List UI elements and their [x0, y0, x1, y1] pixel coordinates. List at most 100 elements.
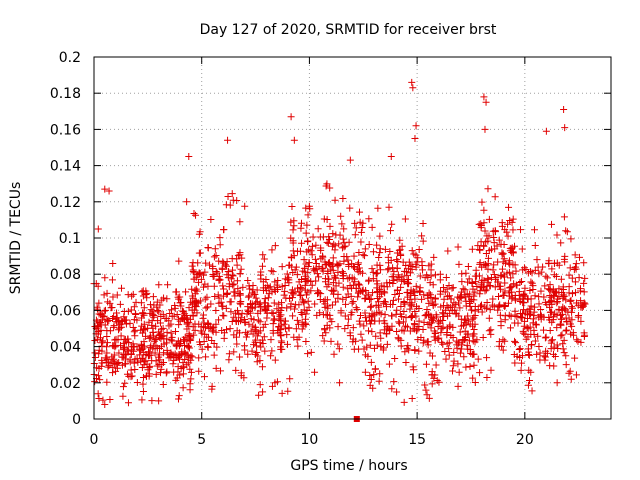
- data-point: [429, 315, 437, 323]
- data-point: [491, 193, 499, 201]
- x-tick-label: 10: [301, 432, 319, 448]
- data-point: [149, 293, 157, 301]
- data-point: [329, 287, 337, 295]
- data-point: [283, 331, 291, 339]
- data-point: [264, 294, 272, 302]
- data-point: [533, 256, 541, 264]
- data-point: [229, 272, 237, 280]
- data-point: [119, 392, 127, 400]
- data-point: [393, 306, 401, 314]
- data-point: [238, 309, 246, 317]
- data-point: [324, 275, 332, 283]
- data-point: [317, 246, 325, 254]
- data-point: [484, 254, 492, 262]
- data-point: [337, 212, 345, 220]
- data-point: [118, 353, 126, 361]
- data-point: [311, 300, 319, 308]
- data-point: [580, 279, 588, 287]
- data-point: [224, 136, 232, 144]
- data-point: [180, 363, 188, 371]
- data-point: [160, 349, 168, 357]
- data-point: [351, 231, 359, 239]
- data-point: [553, 299, 561, 307]
- data-point: [101, 274, 109, 282]
- data-point: [567, 235, 575, 243]
- data-point: [368, 223, 376, 231]
- data-point: [548, 265, 556, 273]
- data-point: [476, 290, 484, 298]
- data-point: [155, 397, 163, 405]
- data-point: [159, 310, 167, 318]
- data-point: [461, 291, 469, 299]
- data-point: [471, 338, 479, 346]
- data-point: [354, 293, 362, 301]
- data-point: [556, 320, 564, 328]
- data-point: [389, 273, 397, 281]
- data-point: [561, 252, 569, 260]
- data-point: [365, 327, 373, 335]
- data-point: [186, 386, 194, 394]
- data-point: [271, 356, 279, 364]
- data-point: [526, 377, 534, 385]
- data-point: [249, 304, 257, 312]
- data-point: [580, 288, 588, 296]
- data-point: [373, 269, 381, 277]
- data-point: [277, 345, 285, 353]
- data-point: [322, 329, 330, 337]
- data-point: [302, 229, 310, 237]
- data-point: [283, 340, 291, 348]
- data-point: [504, 220, 512, 228]
- data-point: [542, 272, 550, 280]
- x-tick-label: 15: [408, 432, 426, 448]
- y-tick-label: 0.18: [50, 86, 81, 102]
- data-point: [321, 326, 329, 334]
- data-point: [260, 255, 268, 263]
- data-point: [495, 292, 503, 300]
- data-point: [408, 312, 416, 320]
- data-point: [357, 228, 365, 236]
- data-point: [474, 242, 482, 250]
- data-point: [261, 304, 269, 312]
- data-point: [411, 308, 419, 315]
- data-point: [373, 341, 381, 349]
- data-point: [571, 251, 579, 259]
- data-point: [372, 332, 380, 340]
- data-point: [325, 236, 333, 244]
- data-point: [377, 266, 385, 274]
- data-point: [471, 311, 479, 319]
- data-point: [304, 211, 312, 219]
- data-point: [97, 362, 105, 370]
- data-point: [574, 337, 582, 345]
- data-point: [394, 295, 402, 303]
- data-point: [198, 329, 206, 337]
- data-point: [185, 344, 193, 352]
- data-point: [431, 294, 439, 302]
- data-point: [522, 335, 530, 343]
- data-point: [480, 93, 488, 101]
- data-point: [388, 312, 396, 320]
- data-point: [385, 203, 393, 211]
- data-point: [118, 361, 126, 369]
- data-point: [504, 232, 512, 240]
- data-point: [302, 204, 310, 212]
- data-point: [448, 284, 456, 292]
- data-point: [222, 304, 230, 312]
- data-point: [393, 388, 401, 396]
- data-point: [508, 248, 516, 256]
- data-point: [200, 319, 208, 327]
- data-point: [160, 359, 168, 367]
- data-point: [486, 306, 494, 314]
- data-point: [295, 320, 303, 328]
- data-point: [396, 236, 404, 244]
- data-point: [465, 275, 473, 283]
- data-point: [298, 239, 306, 247]
- data-point: [527, 302, 535, 310]
- data-point: [130, 303, 138, 311]
- data-point: [455, 368, 463, 376]
- data-point: [320, 297, 328, 305]
- data-point: [461, 315, 469, 323]
- data-point: [202, 353, 210, 361]
- data-point: [419, 219, 427, 227]
- data-point: [233, 340, 241, 348]
- data-point: [112, 360, 120, 368]
